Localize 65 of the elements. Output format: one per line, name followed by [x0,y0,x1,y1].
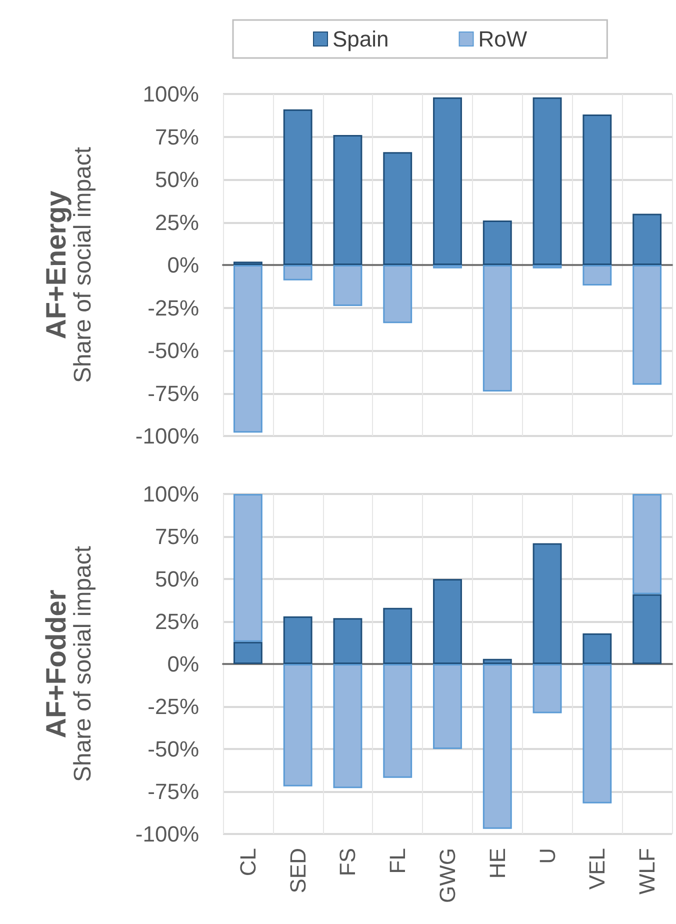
bar [333,135,362,265]
y-tick-label: -75% [148,779,199,804]
x-tick-label: WLF [634,848,660,894]
y-tick-label: 75% [154,524,199,549]
bar [233,265,262,433]
bar [433,579,462,664]
y-tick-label: 100% [142,82,199,106]
bar [632,594,662,664]
bar [482,664,512,829]
y-tick-label: 50% [154,167,199,192]
bar [383,152,412,265]
y-tick-label: -25% [148,694,199,719]
text: AF+Energy [40,190,72,340]
bar [482,658,512,664]
bar [532,543,562,664]
x-tick-label: FS [335,848,360,876]
bar [582,114,612,265]
bar [383,664,412,778]
bar [283,664,312,786]
y-tick-label: 25% [154,210,199,235]
legend-label: RoW [478,26,528,52]
legend-label: Spain [332,26,389,52]
bar [532,664,562,714]
bar [333,618,362,664]
bar [333,265,362,306]
x-tick-label: VEL [584,848,610,890]
bar [383,265,412,324]
y-tick-label: -75% [148,380,199,406]
bar [233,642,262,664]
bar [482,265,512,392]
bar [283,616,312,664]
bar [582,633,612,664]
y-tick-label: 25% [154,609,199,634]
x-tick-label: HE [484,848,510,879]
y-axis-title: Share of social impact [70,546,96,782]
y-tick-label: -25% [148,295,199,320]
x-tick-label: CL [235,848,260,876]
y-tick-label: -50% [148,338,199,363]
y-tick-label: -50% [148,736,199,762]
x-tick-label: GWG [435,848,460,903]
y-tick-label: 0% [167,652,199,676]
x-tick-label: FL [385,848,410,874]
x-tick-label: U [534,848,560,864]
y-tick-label: 100% [142,482,199,506]
x-tick-label: SED [285,848,310,894]
bar [632,494,662,594]
bar [632,214,662,265]
y-tick-label: -100% [135,822,199,846]
bar [233,494,262,642]
y-tick-label: 0% [167,252,199,278]
y-tick-label: 50% [154,566,199,592]
bar [582,664,612,804]
bar [482,220,512,265]
y-tick-label: 75% [154,124,199,150]
bar [283,109,312,265]
y-tick-label: -100% [135,424,199,448]
bar [433,664,462,749]
text: AF+Fodder [40,590,72,738]
bar [383,608,412,664]
bar [283,265,312,280]
bar [433,97,462,265]
bar [333,664,362,788]
bar [532,97,562,265]
bar [632,265,662,385]
bar [582,265,612,286]
